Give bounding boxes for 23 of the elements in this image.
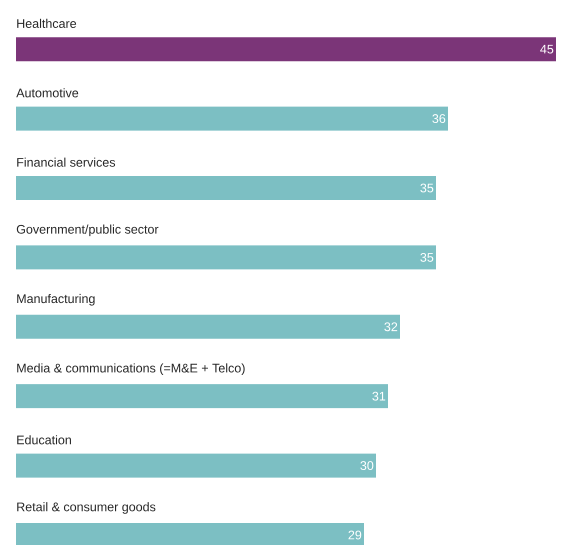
y-tick-label: Government/public sector — [16, 224, 158, 236]
bar — [16, 37, 556, 62]
y-tick-label: Financial services — [17, 158, 116, 167]
data-label: 36 — [432, 114, 446, 124]
y-tick-label: Retail & consumer goods — [17, 502, 156, 514]
y-tick-label: Automotive — [16, 88, 78, 98]
bar — [16, 384, 388, 408]
data-label: 45 — [540, 44, 554, 54]
data-label: 30 — [360, 461, 374, 470]
data-label: 35 — [420, 184, 434, 192]
data-label: 35 — [420, 252, 434, 262]
y-tick-label: Manufacturing — [17, 294, 95, 306]
bar — [16, 176, 436, 200]
data-label: 31 — [372, 392, 386, 401]
bar — [16, 106, 448, 131]
y-tick-label: Media & communications (=M&E + Telco) — [17, 363, 245, 375]
bar — [16, 245, 436, 270]
bar — [16, 454, 376, 478]
data-label: 32 — [384, 322, 398, 332]
y-tick-label: Healthcare — [17, 18, 76, 28]
y-tick-label: Education — [17, 435, 71, 444]
data-label: 29 — [348, 530, 362, 540]
bar — [16, 314, 400, 339]
